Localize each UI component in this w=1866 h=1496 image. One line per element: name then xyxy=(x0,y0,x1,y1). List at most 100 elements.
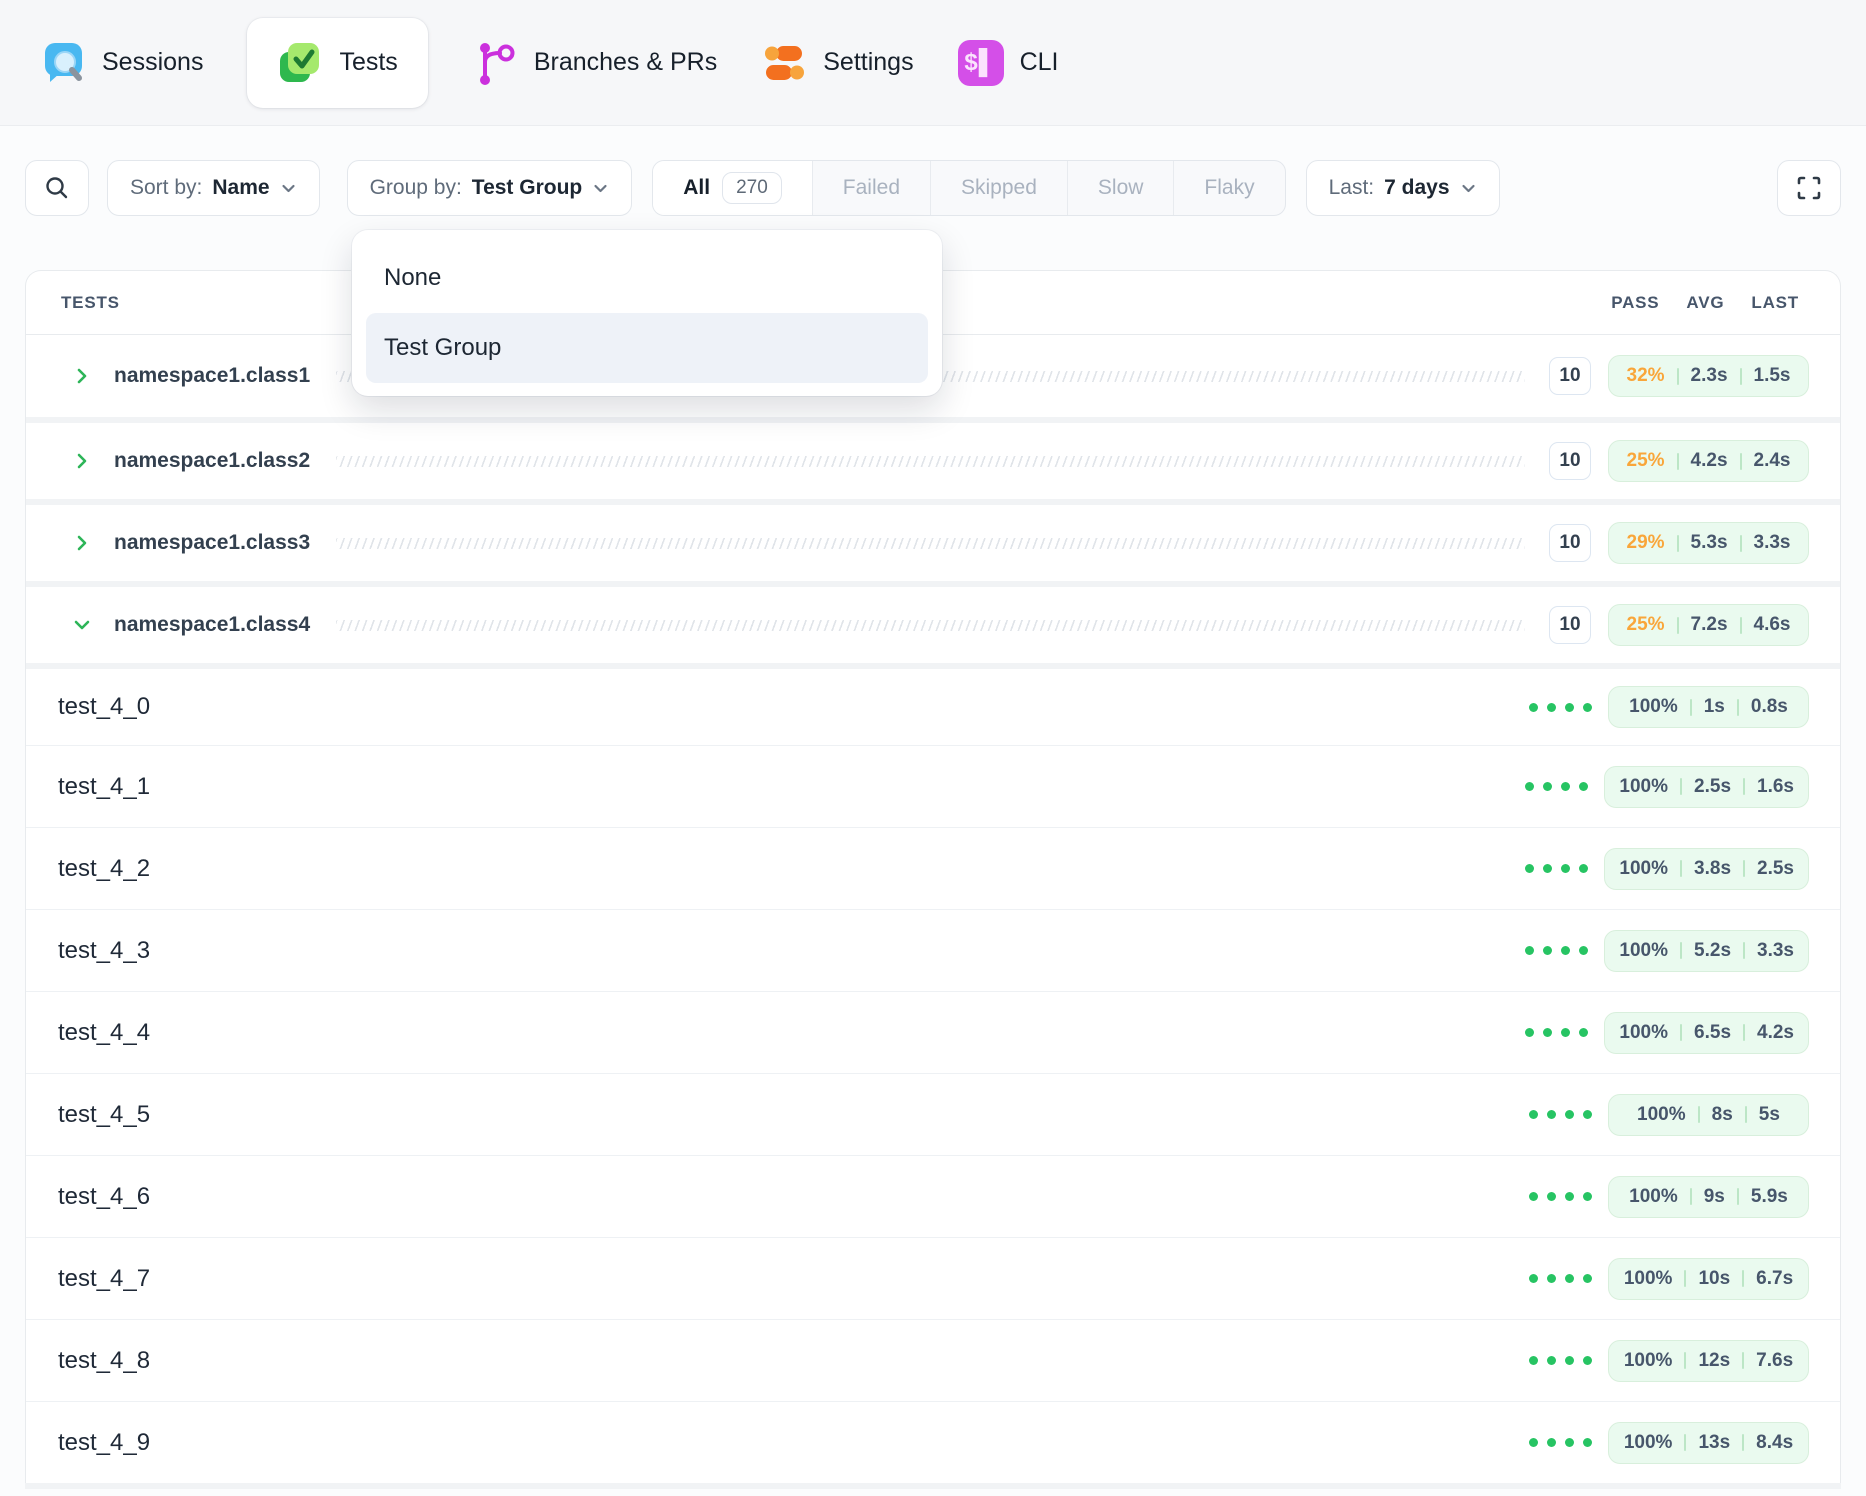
last-duration-value: 3.3s xyxy=(1757,939,1794,961)
filter-tab-all[interactable]: All 270 xyxy=(653,161,812,215)
nav-label-cli: CLI xyxy=(1019,48,1059,76)
run-result-dots xyxy=(1529,1438,1592,1447)
test-row[interactable]: test_4_7 100% 10s 6.7s xyxy=(26,1237,1840,1319)
pass-dot xyxy=(1565,1274,1574,1283)
stats-pill: 29% 5.3s 3.3s xyxy=(1608,522,1809,564)
nav-item-sessions[interactable]: Sessions xyxy=(40,40,203,86)
pass-dot xyxy=(1547,1110,1556,1119)
stats-pill: 32% 2.3s 1.5s xyxy=(1608,355,1809,397)
pass-rate-value: 25% xyxy=(1626,450,1665,471)
pass-rate-value: 100% xyxy=(1623,1349,1673,1371)
pass-dot xyxy=(1579,864,1589,873)
test-row[interactable]: test_4_3 100% 5.2s 3.3s xyxy=(26,909,1840,991)
run-result-dots xyxy=(1525,864,1589,873)
pass-rate-value: 100% xyxy=(1623,1431,1673,1453)
pill-divider xyxy=(1680,1024,1683,1041)
pill-divider xyxy=(1684,1434,1687,1451)
history-sparkline-placeholder xyxy=(336,537,1525,549)
filter-tab-skipped[interactable]: Skipped xyxy=(930,161,1067,215)
pass-dot xyxy=(1583,1356,1592,1365)
test-row[interactable]: test_4_8 100% 12s 7.6s xyxy=(26,1319,1840,1401)
pill-divider xyxy=(1676,367,1679,385)
pill-divider xyxy=(1680,860,1683,877)
test-row[interactable]: test_4_2 100% 3.8s 2.5s xyxy=(26,827,1840,909)
next-row-separator xyxy=(25,1483,1841,1489)
pill-divider xyxy=(1689,1188,1692,1205)
test-group-row[interactable]: namespace1.class4 10 25% 7.2s 4.6s xyxy=(26,581,1840,663)
pill-divider xyxy=(1684,1352,1687,1369)
toolbar: Sort by: Name Group by: Test Group All 27… xyxy=(25,160,1841,216)
chevron-right-icon[interactable] xyxy=(71,365,93,387)
pass-rate-value: 100% xyxy=(1629,696,1678,717)
stats-pill: 100% 6.5s 4.2s xyxy=(1604,1011,1809,1054)
last-duration-value: 3.3s xyxy=(1753,532,1791,553)
pass-dot xyxy=(1529,1274,1538,1283)
test-row[interactable]: test_4_5 100% 8s 5s xyxy=(26,1073,1840,1155)
nav-item-settings[interactable]: Settings xyxy=(761,40,914,86)
pass-rate-value: 32% xyxy=(1626,365,1665,386)
test-row[interactable]: test_4_6 100% 9s 5.9s xyxy=(26,1155,1840,1237)
filter-tab-flaky[interactable]: Flaky xyxy=(1173,161,1284,215)
pill-divider xyxy=(1743,860,1746,877)
pass-dot xyxy=(1565,1110,1574,1119)
search-icon xyxy=(44,175,70,201)
run-result-dots xyxy=(1529,1274,1592,1283)
last-duration-value: 5s xyxy=(1758,1103,1780,1125)
sessions-search-bubble-icon xyxy=(40,40,86,86)
chevron-right-icon[interactable] xyxy=(71,532,93,554)
pill-divider xyxy=(1742,1434,1745,1451)
pass-dot xyxy=(1565,1192,1574,1201)
nav-item-cli[interactable]: $▌ CLI xyxy=(957,39,1059,86)
test-row[interactable]: test_4_4 100% 6.5s 4.2s xyxy=(26,991,1840,1073)
sort-by-dropdown[interactable]: Sort by: Name xyxy=(107,160,320,216)
menu-item-test-group[interactable]: Test Group xyxy=(366,313,928,383)
chevron-down-icon[interactable] xyxy=(71,614,93,636)
pass-dot xyxy=(1561,1028,1571,1037)
test-group-row[interactable]: namespace1.class3 10 29% 5.3s 3.3s xyxy=(26,499,1840,581)
git-branch-icon xyxy=(472,40,518,86)
pill-divider xyxy=(1697,1106,1700,1123)
fullscreen-button[interactable] xyxy=(1777,160,1841,216)
pass-dot xyxy=(1529,702,1538,712)
avg-duration-value: 2.3s xyxy=(1690,365,1728,386)
filter-tab-label: Skipped xyxy=(961,176,1037,199)
nav-item-tests[interactable]: Tests xyxy=(247,17,428,108)
pill-divider xyxy=(1742,1270,1745,1287)
run-result-dots xyxy=(1525,1028,1589,1037)
pass-rate-value: 100% xyxy=(1637,1103,1686,1125)
test-row[interactable]: test_4_0 100% 1s 0.8s xyxy=(26,663,1840,745)
last-duration-value: 5.9s xyxy=(1750,1185,1788,1207)
run-result-dots xyxy=(1529,1192,1592,1201)
pill-divider xyxy=(1742,1352,1745,1369)
pill-divider xyxy=(1676,616,1679,634)
test-row[interactable]: test_4_9 100% 13s 8.4s xyxy=(26,1401,1840,1483)
pass-rate-value: 25% xyxy=(1626,614,1665,635)
test-count-badge: 10 xyxy=(1549,524,1591,562)
pill-divider xyxy=(1680,942,1683,959)
pass-dot xyxy=(1583,1274,1592,1283)
filter-tab-failed[interactable]: Failed xyxy=(811,161,930,215)
history-sparkline-placeholder xyxy=(336,619,1525,631)
stats-pill: 100% 10s 6.7s xyxy=(1608,1257,1809,1300)
search-button[interactable] xyxy=(25,160,89,216)
pass-rate-value: 100% xyxy=(1629,1185,1678,1207)
pill-divider xyxy=(1739,367,1742,385)
group-name: namespace1.class3 xyxy=(114,531,311,554)
nav-label-settings: Settings xyxy=(823,48,914,76)
test-name: test_4_3 xyxy=(58,936,151,964)
menu-item-none[interactable]: None xyxy=(384,264,442,291)
group-by-dropdown[interactable]: Group by: Test Group xyxy=(346,160,633,216)
test-row[interactable]: test_4_1 100% 2.5s 1.6s xyxy=(26,745,1840,827)
date-range-dropdown[interactable]: Last: 7 days xyxy=(1305,160,1500,216)
test-group-row[interactable]: namespace1.class2 10 25% 4.2s 2.4s xyxy=(26,417,1840,499)
filter-tab-label: Flaky xyxy=(1204,176,1255,199)
pass-dot xyxy=(1547,1192,1556,1201)
pill-divider xyxy=(1739,452,1742,470)
test-name: test_4_1 xyxy=(58,772,151,800)
pill-divider xyxy=(1689,698,1692,716)
filter-tab-slow[interactable]: Slow xyxy=(1066,161,1174,215)
test-name: test_4_8 xyxy=(58,1346,151,1374)
nav-item-branches-prs[interactable]: Branches & PRs xyxy=(472,40,717,86)
pass-dot xyxy=(1565,1438,1574,1447)
chevron-right-icon[interactable] xyxy=(71,450,93,472)
